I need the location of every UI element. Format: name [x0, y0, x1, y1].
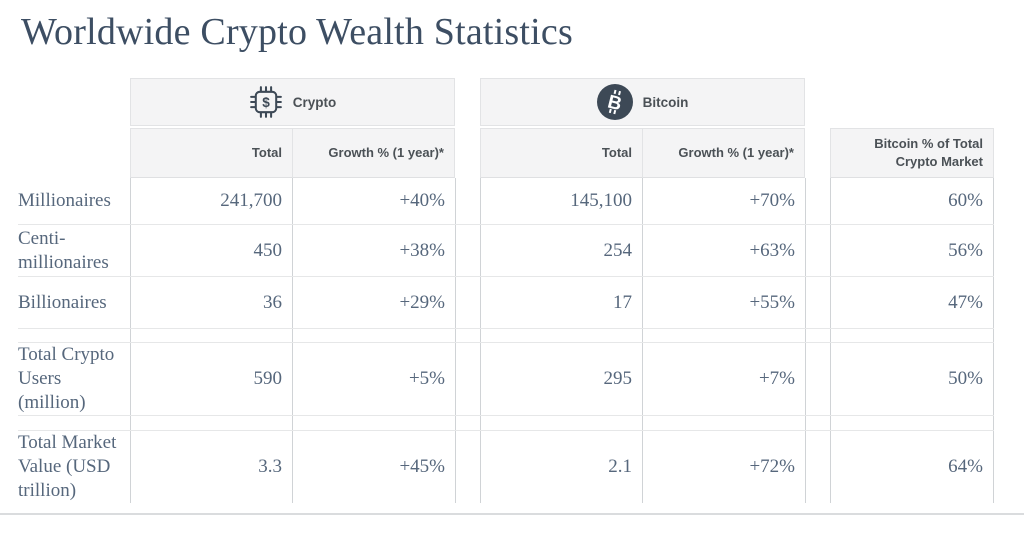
cell-bitcoin-share: 47%: [830, 277, 994, 328]
cell-bitcoin-growth: +72%: [642, 431, 805, 503]
crypto-total-header: Total: [130, 128, 292, 178]
row-label: Total Crypto Users (million): [18, 344, 115, 413]
table-row: Billionaires 36 +29% 17 +55% 47%: [18, 277, 994, 329]
row-label: Billionaires: [18, 291, 107, 313]
cell-bitcoin-share: 64%: [830, 431, 994, 503]
spacer-row: [18, 416, 994, 431]
row-label: Centi-millionaires: [18, 227, 109, 273]
crypto-wealth-table: $ Crypto B Bitcoin: [18, 78, 994, 503]
table-row: Centi-millionaires 450 +38% 254 +63% 56%: [18, 225, 994, 277]
bitcoin-group-label: Bitcoin: [642, 94, 689, 110]
cell-gap: [805, 343, 830, 415]
cell-bitcoin-growth: +70%: [642, 178, 805, 224]
spacer-row: [18, 329, 994, 343]
cell-crypto-total: 241,700: [130, 178, 292, 224]
group-header-gap: [805, 78, 830, 126]
cell-bitcoin-total: 295: [480, 343, 642, 415]
cell-crypto-total: 590: [130, 343, 292, 415]
group-header-spacer: [830, 78, 994, 126]
cell-crypto-growth: +5%: [292, 343, 455, 415]
cell-gap: [455, 431, 480, 503]
cell-bitcoin-total: 254: [480, 225, 642, 276]
group-header-gap: [455, 78, 480, 126]
cell-gap: [455, 343, 480, 415]
cell-bitcoin-growth: +55%: [642, 277, 805, 328]
cell-bitcoin-total: 145,100: [480, 178, 642, 224]
sub-header-spacer: [18, 128, 130, 178]
cell-gap: [805, 178, 830, 224]
cell-crypto-total: 450: [130, 225, 292, 276]
bitcoin-growth-header: Growth % (1 year)*: [642, 128, 805, 178]
svg-text:$: $: [262, 95, 270, 110]
cell-crypto-total: 3.3: [130, 431, 292, 503]
bitcoin-group-header: B Bitcoin: [480, 78, 805, 126]
crypto-group-header: $ Crypto: [130, 78, 455, 126]
cell-gap: [455, 277, 480, 328]
group-header-row: $ Crypto B Bitcoin: [18, 78, 994, 126]
cell-bitcoin-total: 2.1: [480, 431, 642, 503]
bitcoin-share-header: Bitcoin % of Total Crypto Market: [830, 128, 994, 178]
sub-header-gap: [805, 128, 830, 178]
cell-bitcoin-growth: +7%: [642, 343, 805, 415]
cell-bitcoin-total: 17: [480, 277, 642, 328]
cell-bitcoin-growth: +63%: [642, 225, 805, 276]
crypto-chip-icon: $: [249, 85, 283, 119]
bottom-divider: [0, 513, 1024, 515]
cell-crypto-growth: +45%: [292, 431, 455, 503]
row-label: Millionaires: [18, 190, 111, 211]
row-label: Total Market Value (USD trillion): [18, 432, 117, 501]
crypto-growth-header: Growth % (1 year)*: [292, 128, 455, 178]
cell-gap: [805, 225, 830, 276]
cell-crypto-total: 36: [130, 277, 292, 328]
cell-bitcoin-share: 60%: [830, 178, 994, 224]
cell-crypto-growth: +38%: [292, 225, 455, 276]
group-header-spacer: [18, 78, 130, 126]
cell-crypto-growth: +29%: [292, 277, 455, 328]
cell-bitcoin-share: 56%: [830, 225, 994, 276]
cell-gap: [805, 277, 830, 328]
cell-bitcoin-share: 50%: [830, 343, 994, 415]
cell-gap: [805, 431, 830, 503]
crypto-group-label: Crypto: [292, 94, 337, 110]
bitcoin-total-header: Total: [480, 128, 642, 178]
table-row: Total Crypto Users (million) 590 +5% 295…: [18, 343, 994, 416]
sub-header-gap: [455, 128, 480, 178]
sub-header-row: Total Growth % (1 year)* Total Growth % …: [18, 128, 994, 178]
page-title: Worldwide Crypto Wealth Statistics: [21, 11, 573, 53]
cell-gap: [455, 178, 480, 224]
cell-gap: [455, 225, 480, 276]
bitcoin-icon: B: [596, 84, 633, 120]
table-row: Total Market Value (USD trillion) 3.3 +4…: [18, 431, 994, 503]
table-row: Millionaires 241,700 +40% 145,100 +70% 6…: [18, 178, 994, 225]
cell-crypto-growth: +40%: [292, 178, 455, 224]
